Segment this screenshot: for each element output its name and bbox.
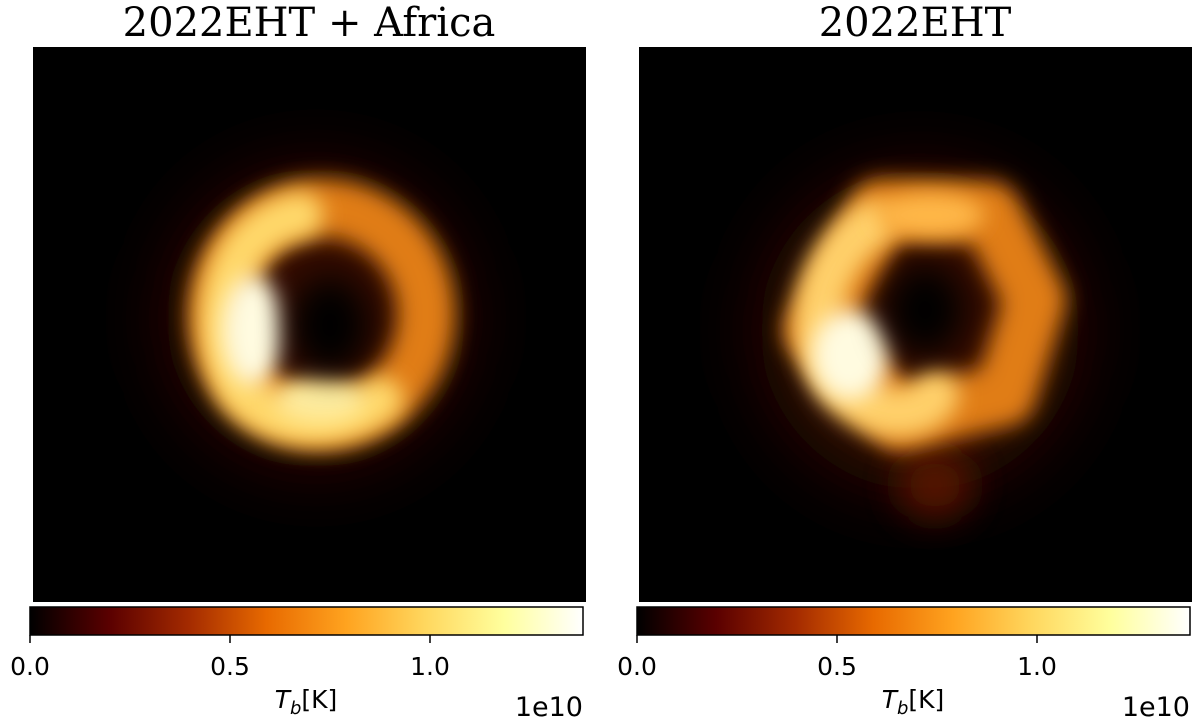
label-unit: [K]	[908, 685, 944, 714]
colorbar-tick-label: 0.5	[210, 652, 250, 681]
label-subscript: b	[897, 698, 908, 719]
heatmap-image	[33, 47, 586, 602]
colorbar-axis-label: Tb[K]	[882, 685, 945, 719]
colorbar: 0.0 0.5 1.0 Tb[K] 1e10	[10, 606, 584, 723]
panel-left: 2022EHT + Africa 0.0 0.5 1.0 Tb[K]	[10, 0, 586, 723]
colorbar-gradient	[636, 606, 1191, 636]
colorbar-offset-text: 1e10	[515, 692, 583, 723]
central-depression	[292, 277, 368, 373]
emission-hotspot-lower	[275, 378, 365, 422]
colorbar-gradient	[29, 606, 584, 636]
panel-right: 2022EHT 0.0 0.5 1.0 Tb[K]	[617, 0, 1192, 723]
colorbar-offset-text: 1e10	[1122, 692, 1190, 723]
colorbar: 0.0 0.5 1.0 Tb[K] 1e10	[617, 606, 1191, 723]
colorbar-axis-label: Tb[K]	[275, 685, 338, 719]
colorbar-tick-label: 1.0	[410, 652, 450, 681]
colorbar-tick-label: 0.5	[817, 652, 857, 681]
label-subscript: b	[290, 698, 301, 719]
colorbar-tick-label: 0.0	[617, 652, 657, 681]
emission-hotspot-upper	[875, 193, 985, 237]
heatmap-image	[639, 47, 1192, 602]
label-symbol: T	[275, 685, 292, 714]
emission-hotspot	[812, 310, 888, 400]
label-symbol: T	[882, 685, 899, 714]
emission-hotspot	[222, 275, 282, 385]
panel-title: 2022EHT	[819, 0, 1012, 46]
colorbar-tick-label: 1.0	[1017, 652, 1057, 681]
emission-lower-lobe	[897, 450, 973, 520]
colorbar-tick-label: 0.0	[10, 652, 50, 681]
label-unit: [K]	[301, 685, 337, 714]
panel-title: 2022EHT + Africa	[123, 0, 496, 46]
central-depression	[887, 265, 963, 355]
